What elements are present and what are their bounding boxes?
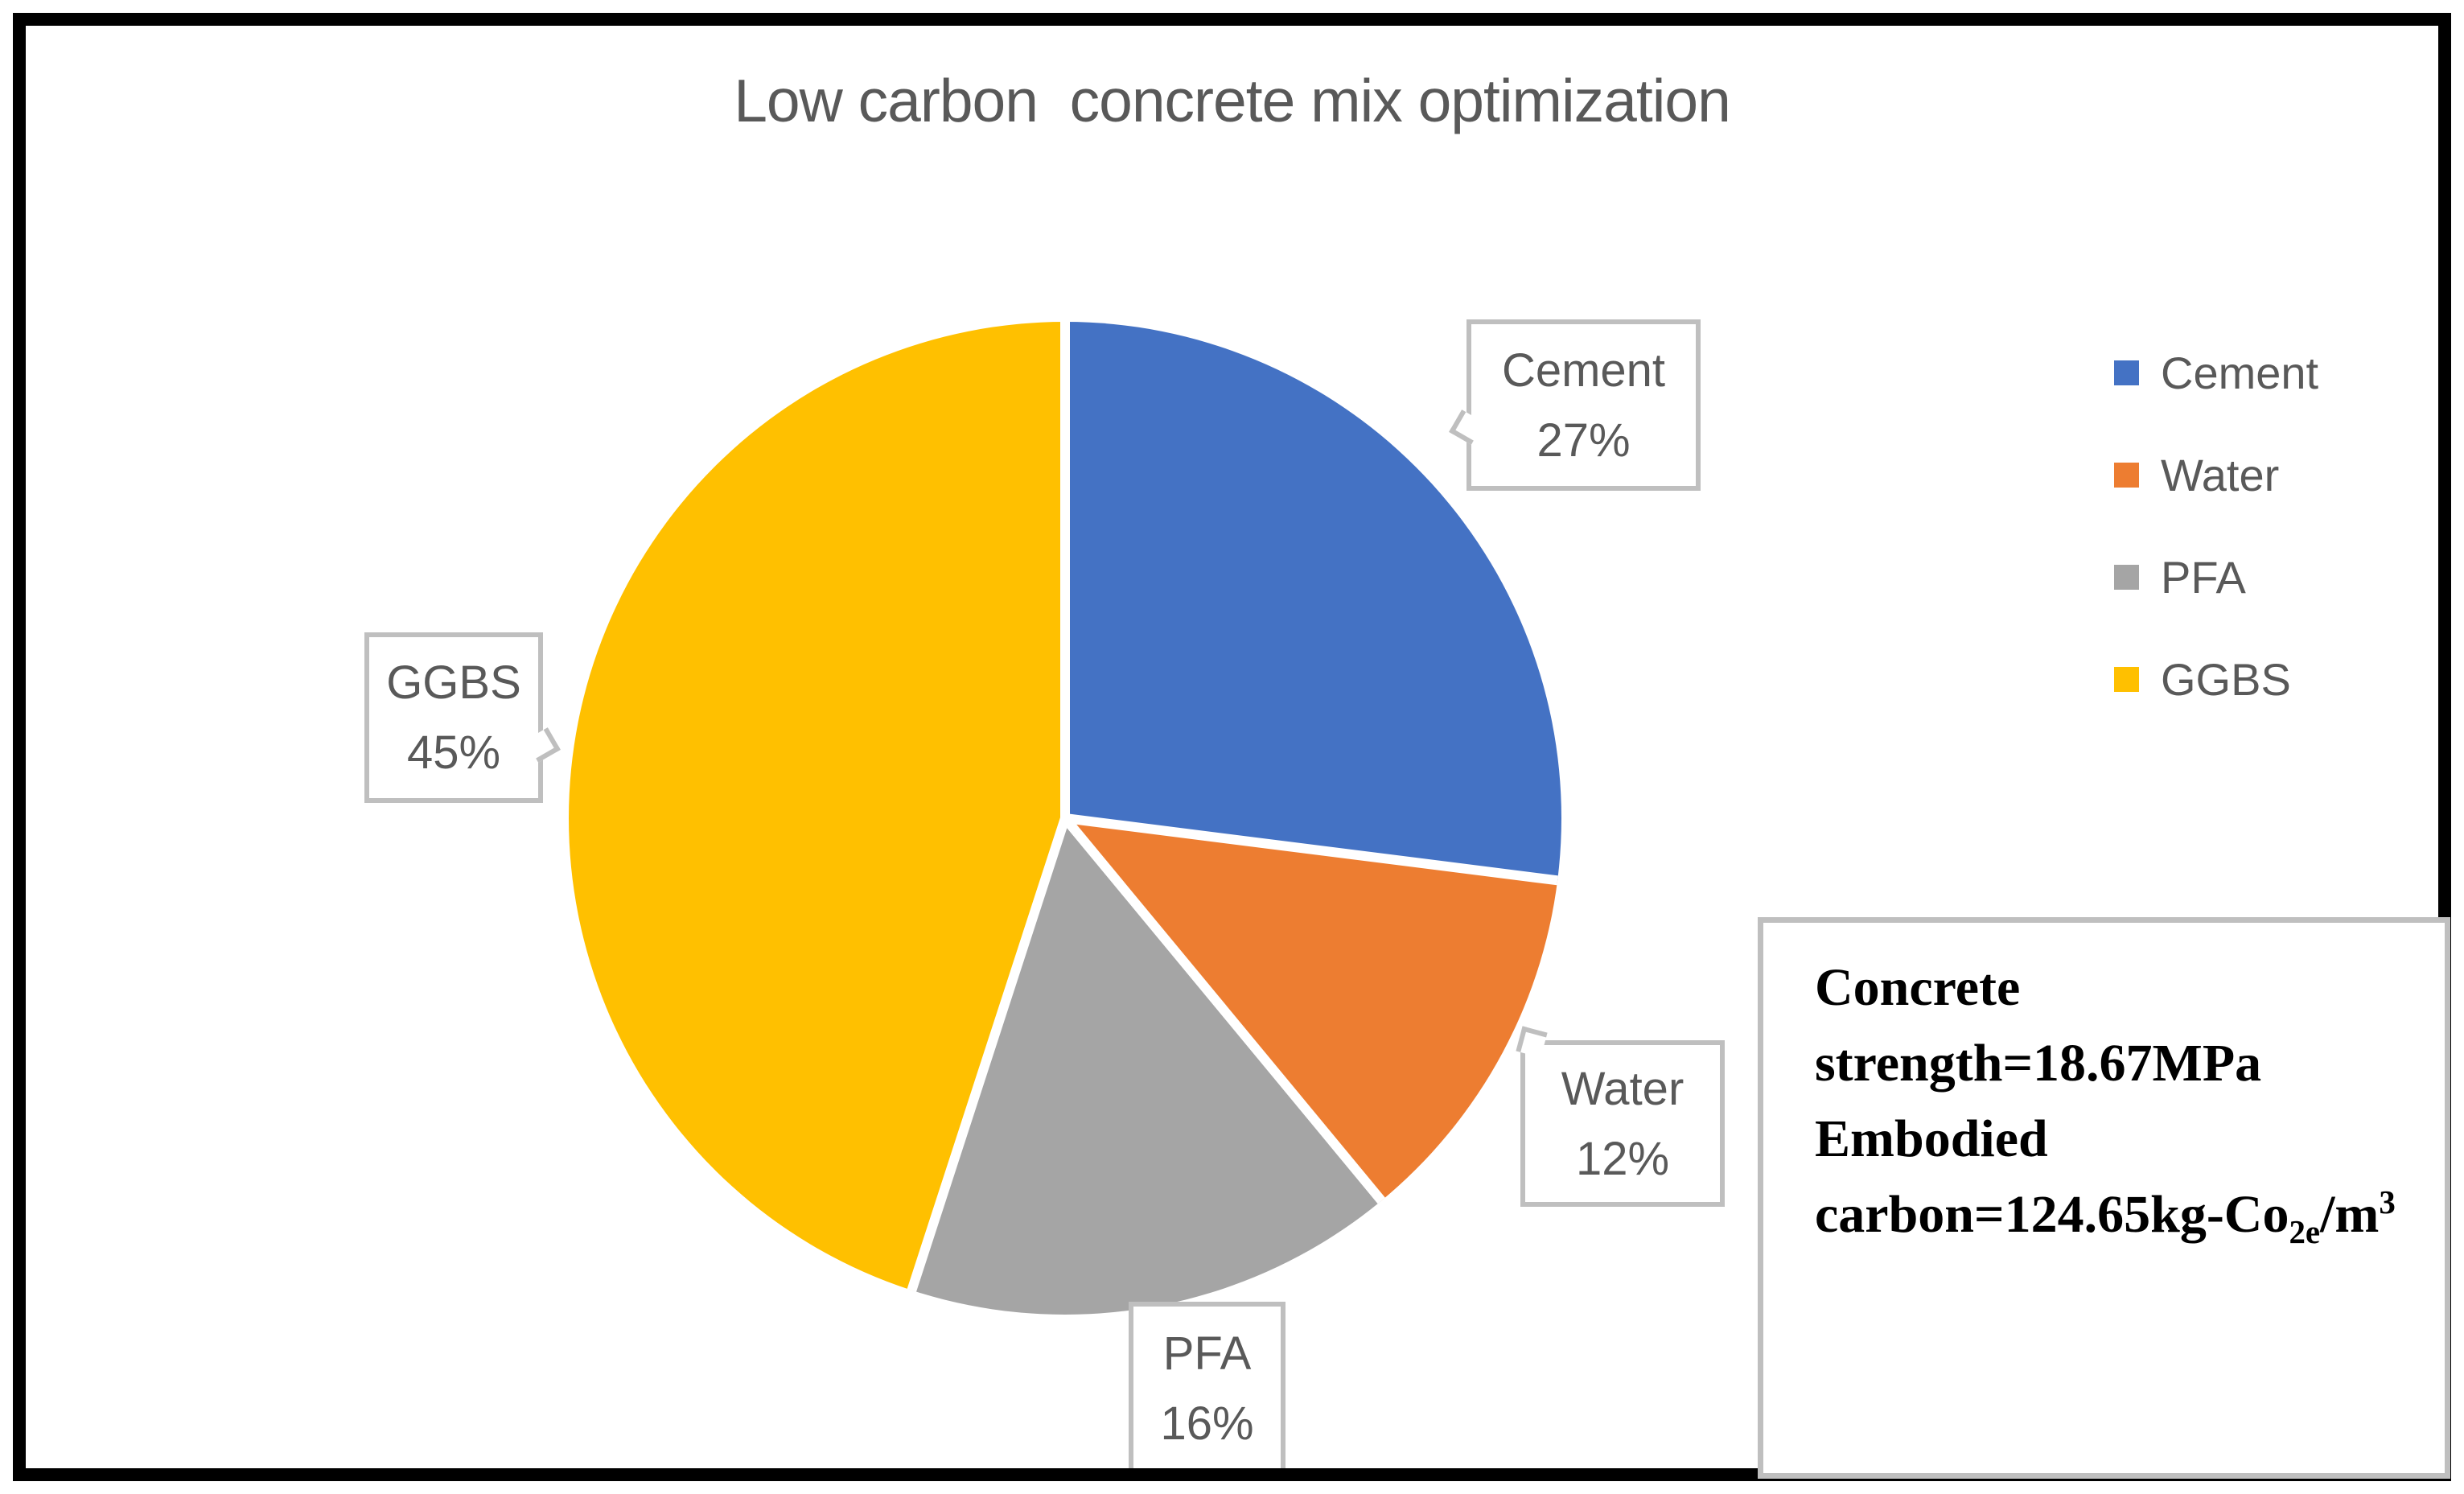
legend-label: GGBS: [2161, 653, 2291, 705]
data-label-value: 12%: [1575, 1132, 1670, 1185]
pie-chart: [569, 322, 1561, 1315]
annotation-carbon-subscript: 2e: [2289, 1214, 2321, 1251]
legend-item-pfa: PFA: [2114, 550, 2318, 603]
data-label-ggbs: GGBS 45%: [364, 632, 561, 803]
data-label-water: Water 12%: [1516, 1026, 1725, 1207]
legend-label: Water: [2161, 449, 2280, 500]
data-label-name: PFA: [1162, 1327, 1252, 1380]
data-label-cement: Cement 27%: [1449, 319, 1701, 491]
slice-separator: [907, 817, 1070, 1292]
data-label-pfa: PFA 16%: [1129, 1302, 1285, 1475]
data-label-value: 27%: [1536, 414, 1631, 467]
annotation-carbon-prefix: carbon=124.65kg-Co: [1815, 1185, 2289, 1244]
legend-swatch-pfa: [2114, 564, 2139, 590]
data-label-name: Water: [1561, 1062, 1684, 1115]
data-label-value: 16%: [1160, 1397, 1254, 1450]
annotation-line: Embodied: [1815, 1109, 2048, 1168]
slice-separators: [569, 322, 1561, 1315]
legend-item-cement: Cement: [2114, 346, 2318, 399]
legend-label: Cement: [2161, 347, 2319, 398]
annotation-line: Concrete: [1815, 958, 2021, 1017]
data-label-name: GGBS: [386, 656, 521, 709]
legend-item-water: Water: [2114, 448, 2318, 501]
annotation-carbon-mid: /m: [2320, 1185, 2380, 1244]
callout-pointer: [525, 727, 561, 763]
legend-item-ggbs: GGBS: [2114, 652, 2318, 706]
annotation-line: strength=18.67MPa: [1815, 1034, 2262, 1093]
legend: Cement Water PFA GGBS: [2114, 346, 2318, 755]
callout-pointer: [1516, 1026, 1548, 1058]
legend-swatch-cement: [2114, 360, 2139, 385]
slice-separator: [1064, 813, 1558, 886]
slice-separator: [1060, 322, 1070, 818]
legend-label: PFA: [2161, 551, 2246, 603]
annotation-line: carbon=124.65kg-Co2e/m3: [1815, 1177, 2429, 1253]
chart-title: Low carbon concrete mix optimization: [734, 67, 1731, 134]
legend-swatch-water: [2114, 462, 2139, 488]
annotation-carbon-superscript: 3: [2379, 1184, 2396, 1220]
slice-separator: [1061, 815, 1385, 1204]
data-label-value: 45%: [406, 726, 501, 779]
legend-swatch-ggbs: [2114, 666, 2139, 692]
annotation-box: Concrete strength=18.67MPa Embodied carb…: [1758, 917, 2450, 1479]
data-label-name: Cement: [1501, 344, 1666, 397]
